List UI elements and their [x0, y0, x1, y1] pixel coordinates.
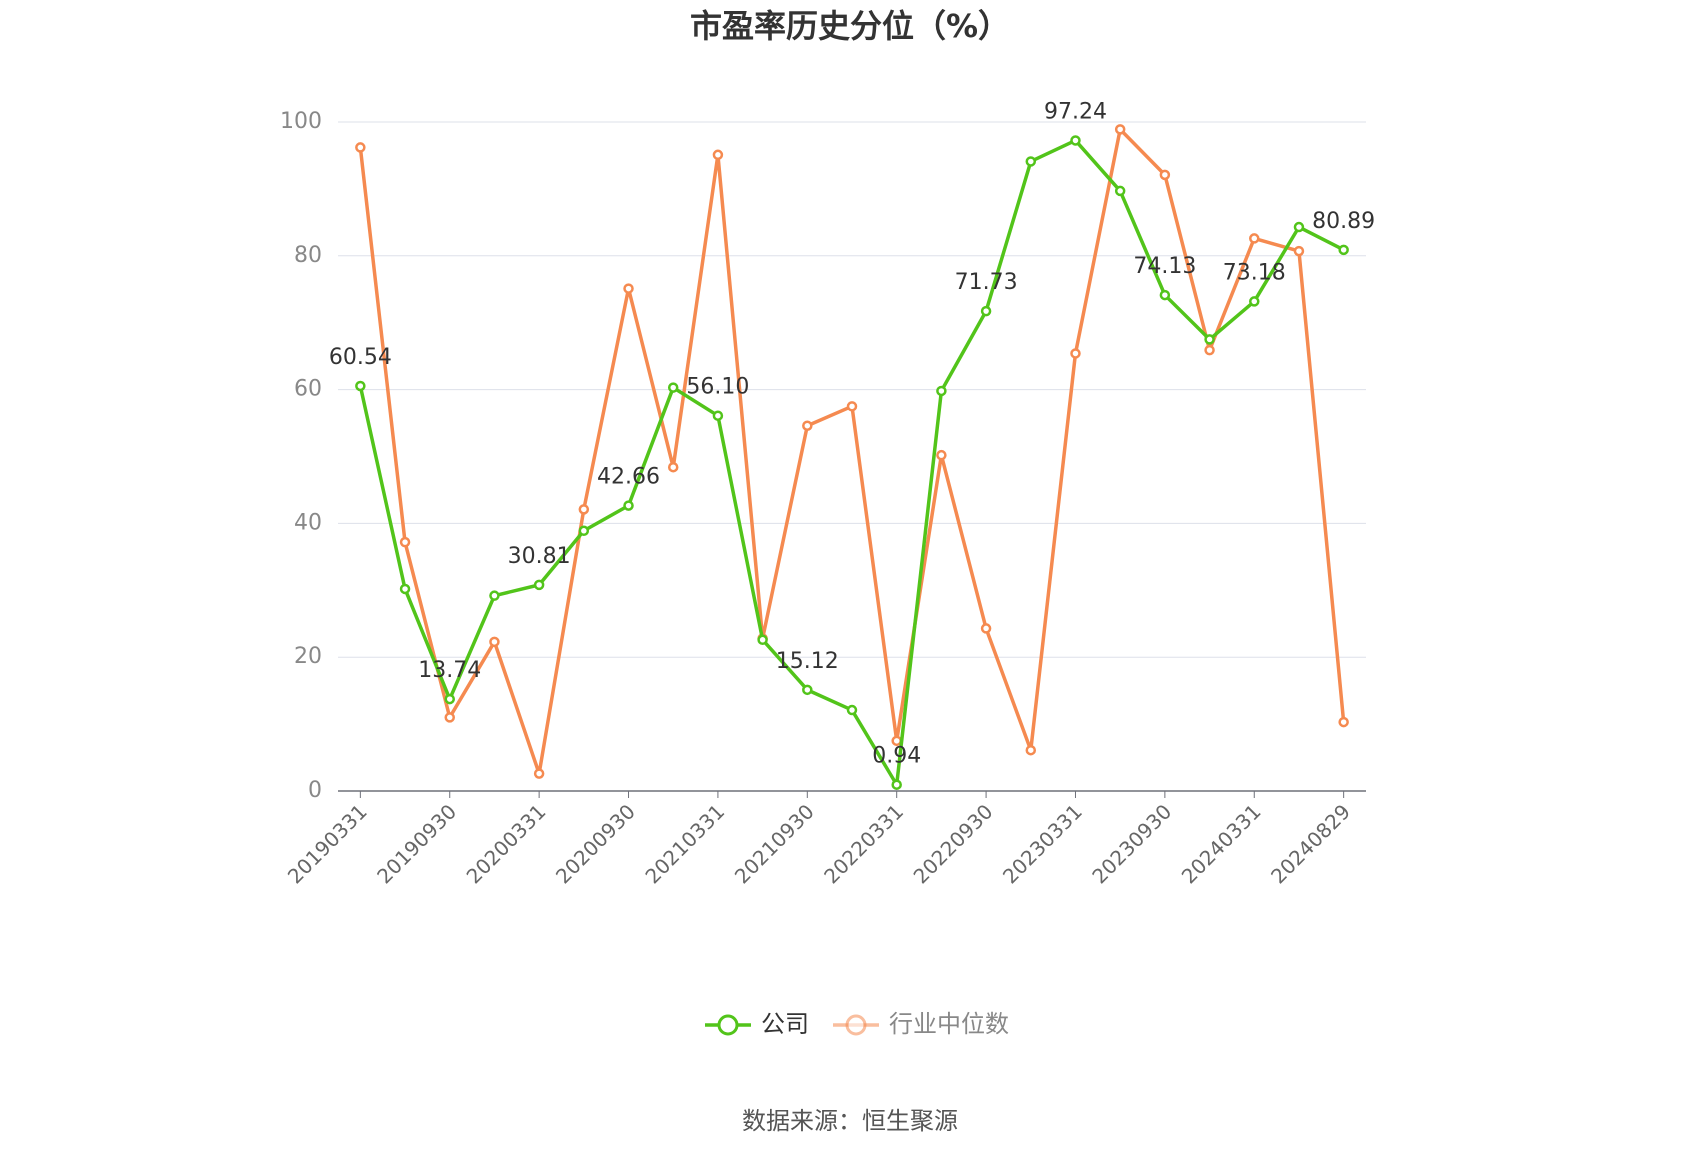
- legend-label: 行业中位数: [889, 1010, 1009, 1038]
- y-tick-label: 60: [294, 377, 322, 402]
- point: [1025, 744, 1037, 756]
- point: [533, 768, 545, 779]
- point: [1204, 344, 1215, 356]
- point: [846, 704, 858, 716]
- source: 数据来源：恒生聚源: [742, 1107, 958, 1135]
- x-tick-label: 20200331: [462, 799, 551, 888]
- point: [578, 525, 590, 537]
- point: [1025, 156, 1037, 167]
- x-tick-label: 20230331: [998, 799, 1087, 888]
- point: [1293, 245, 1305, 257]
- point: [667, 461, 679, 473]
- series-line: [358, 127, 1346, 776]
- data-label: 73.18: [1223, 260, 1286, 285]
- x-tick-label: 20200930: [551, 799, 640, 888]
- point: [1338, 244, 1349, 256]
- x-tick-label: 20190331: [283, 799, 372, 888]
- point: [1249, 233, 1260, 244]
- y-tick-label: 100: [280, 109, 322, 134]
- y-tick-label: 40: [294, 510, 322, 535]
- point: [1114, 124, 1126, 135]
- point: [533, 579, 545, 591]
- series-line: [358, 138, 1345, 787]
- point: [1249, 296, 1260, 307]
- legend-label: 公司: [761, 1010, 809, 1038]
- data-label: 80.89: [1312, 209, 1375, 234]
- y-tick-label: 80: [294, 243, 322, 268]
- point: [444, 693, 455, 705]
- point: [489, 590, 500, 601]
- point: [355, 142, 366, 153]
- data-label: 13.74: [418, 658, 481, 683]
- point: [489, 636, 500, 648]
- x-tick-label: 20240331: [1177, 799, 1266, 888]
- point: [578, 504, 590, 515]
- x-tick-label: 20220331: [819, 799, 908, 888]
- x-tick-label: 20230930: [1087, 799, 1176, 888]
- point: [444, 712, 455, 723]
- x-tick-label: 20210930: [730, 799, 819, 888]
- point: [623, 283, 634, 294]
- point: [712, 410, 724, 421]
- point: [1159, 169, 1171, 181]
- x-tick-label: 20220930: [909, 799, 998, 888]
- legend-symbol: [717, 1014, 739, 1036]
- point: [355, 380, 366, 392]
- data-label: 56.10: [686, 375, 749, 400]
- y-tick-label: 0: [308, 778, 322, 803]
- point: [980, 623, 992, 634]
- point: [399, 536, 411, 548]
- point: [1293, 221, 1305, 233]
- data-label: 0.94: [872, 744, 921, 769]
- point: [802, 684, 813, 696]
- point: [1204, 334, 1215, 345]
- data-label: 42.66: [597, 465, 660, 490]
- point: [667, 382, 679, 393]
- data-label: 74.13: [1133, 254, 1196, 279]
- point: [712, 149, 724, 161]
- data-label: 15.12: [776, 649, 839, 674]
- legend-symbol: [845, 1014, 867, 1036]
- data-label: 71.73: [955, 270, 1018, 295]
- point: [1070, 348, 1081, 359]
- chart-title: 市盈率历史分位（%）: [690, 7, 1010, 45]
- point: [399, 583, 411, 595]
- point: [802, 420, 813, 431]
- point: [980, 305, 992, 317]
- point: [1338, 716, 1349, 728]
- data-label: 60.54: [329, 345, 392, 370]
- point: [1114, 185, 1126, 197]
- point: [757, 634, 768, 646]
- point: [936, 449, 947, 461]
- point: [1159, 289, 1171, 301]
- point: [623, 500, 634, 511]
- point: [846, 401, 858, 412]
- point: [891, 779, 902, 790]
- point: [936, 385, 947, 397]
- x-tick-label: 20210331: [640, 799, 729, 888]
- y-tick-label: 20: [294, 644, 322, 669]
- x-tick-label: 20240829: [1266, 799, 1355, 888]
- point: [1070, 135, 1081, 146]
- data-label: 30.81: [508, 544, 571, 569]
- data-label: 97.24: [1044, 99, 1107, 124]
- x-tick-label: 20190930: [372, 799, 461, 888]
